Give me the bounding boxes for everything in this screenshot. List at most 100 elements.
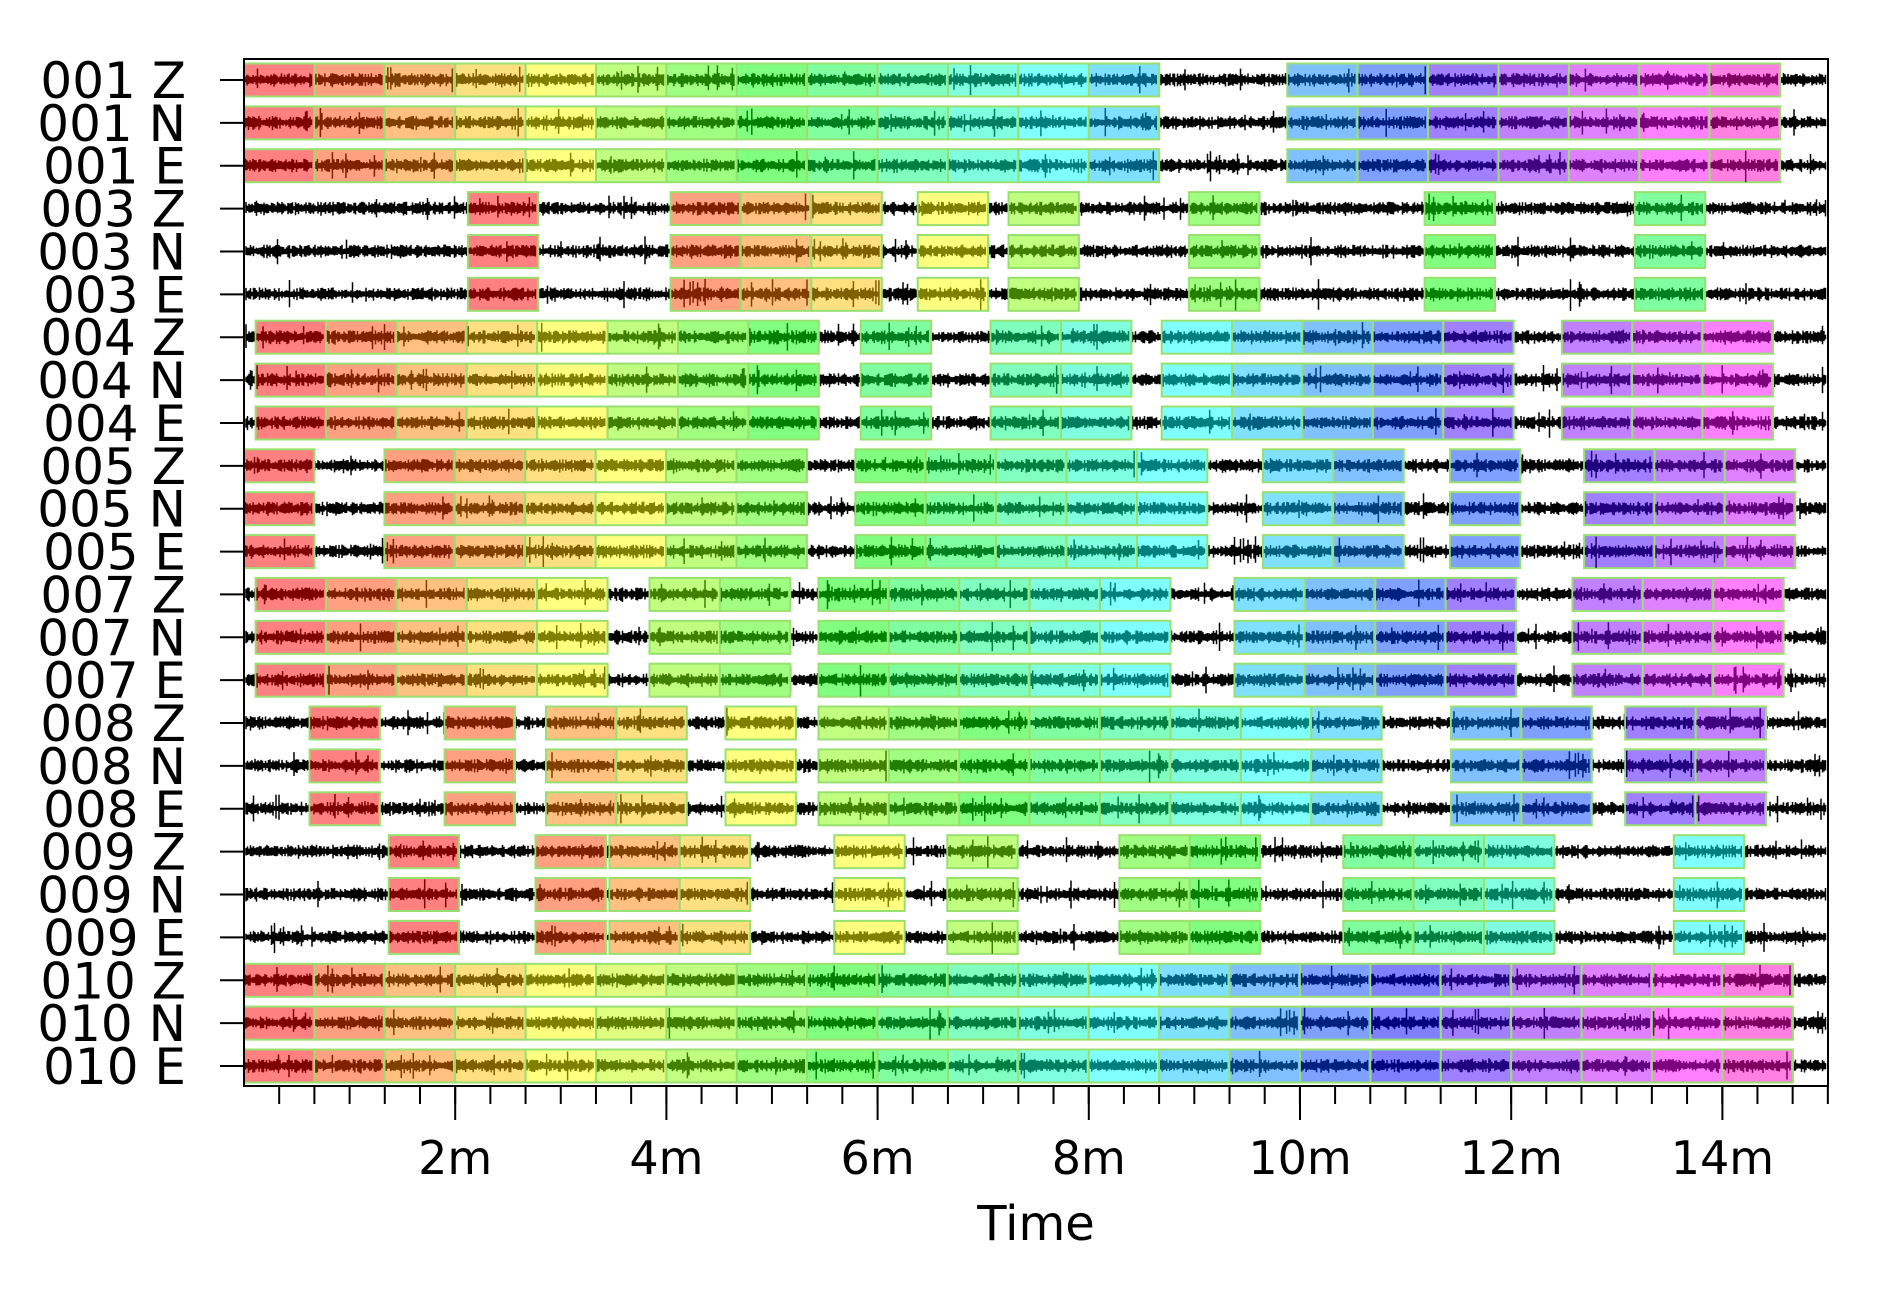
segment-waveform (455, 458, 524, 473)
row-label: 004 E (43, 395, 186, 453)
segment-waveform (1120, 929, 1188, 945)
segment-waveform (1159, 973, 1228, 987)
segment-waveform (1640, 70, 1708, 90)
trace-row-007-N (245, 619, 1827, 655)
x-tick-label: 12m (1460, 1131, 1563, 1185)
segment-waveform (1450, 452, 1519, 478)
segment-waveform (819, 579, 887, 610)
trace-row-001-N (243, 105, 1827, 141)
segment-waveform (256, 584, 324, 605)
segment-waveform (596, 973, 665, 988)
row-label: 008 Z (40, 695, 186, 753)
segment-waveform (1162, 373, 1230, 387)
segment-waveform (918, 279, 986, 310)
row-label: 010 E (43, 1038, 186, 1096)
segment-waveform (256, 416, 324, 430)
segment-waveform (1484, 930, 1553, 945)
segment-waveform (749, 365, 817, 395)
segment-waveform (1652, 1008, 1721, 1040)
segment-waveform (666, 458, 735, 474)
segment-waveform (667, 1007, 735, 1039)
x-tick-label: 14m (1671, 1131, 1774, 1185)
segment-waveform (1137, 540, 1206, 560)
segment-waveform (385, 1052, 454, 1079)
segment-waveform (455, 108, 524, 137)
segment-waveform (546, 712, 615, 730)
segment-waveform (1300, 1007, 1369, 1036)
segment-waveform (737, 500, 805, 516)
segment-waveform (1373, 330, 1442, 344)
segment-waveform (889, 672, 958, 688)
segment-waveform (1714, 583, 1782, 604)
segment-waveform (610, 926, 678, 945)
segment-waveform (1522, 797, 1590, 819)
row-label: 001 N (37, 95, 186, 153)
segment-waveform (1425, 287, 1493, 302)
segment-waveform (445, 716, 513, 730)
segment-waveform (526, 501, 594, 515)
segment-waveform (1162, 409, 1230, 434)
segment-waveform (1030, 797, 1098, 818)
segment-waveform (1189, 279, 1258, 311)
segment-waveform (1451, 759, 1520, 773)
trace-row-010-E (243, 1048, 1827, 1084)
segment-waveform (948, 836, 1016, 868)
segment-waveform (1635, 194, 1704, 221)
row-label: 005 E (43, 524, 186, 582)
segment-waveform (960, 753, 1028, 776)
segment-waveform (1241, 752, 1310, 777)
segment-waveform (1030, 626, 1098, 645)
segment-waveform (1376, 579, 1444, 607)
segment-waveform (819, 665, 887, 697)
segment-waveform (1562, 416, 1631, 431)
segment-waveform (1067, 539, 1135, 561)
segment-waveform (1499, 116, 1567, 130)
segment-waveform (948, 973, 1017, 987)
segment-waveform (1371, 1008, 1439, 1035)
x-axis: 2m 4m 6m 8m 10m 12m 14m (278, 1086, 1829, 1185)
segment-waveform (1652, 973, 1721, 988)
segment-waveform (1710, 116, 1778, 130)
segment-waveform (326, 623, 395, 652)
segment-waveform (1446, 582, 1514, 603)
segment-waveform (1725, 453, 1794, 479)
segment-waveform (1414, 883, 1482, 906)
segment-waveform (671, 279, 739, 308)
segment-waveform (1451, 794, 1520, 823)
segment-waveform (315, 965, 383, 993)
segment-waveform (807, 71, 876, 87)
segment-waveform (1089, 108, 1158, 137)
segment-waveform (1376, 624, 1444, 651)
segment-waveform (960, 710, 1028, 734)
segment-waveform (1303, 365, 1371, 393)
segment-waveform (546, 752, 615, 778)
trace-row-003-Z (245, 191, 1827, 227)
segment-waveform (244, 1009, 313, 1032)
segment-waveform (1263, 544, 1332, 559)
segment-waveform (326, 368, 395, 393)
segment-waveform (1190, 836, 1259, 865)
segment-waveform (1300, 965, 1369, 989)
segment-waveform (1019, 1052, 1087, 1079)
segment-waveform (389, 930, 457, 945)
segment-waveform (1137, 501, 1206, 515)
segment-waveform (1232, 413, 1301, 431)
segment-waveform (1061, 324, 1130, 350)
segment-waveform (1569, 68, 1638, 92)
segment-waveform (737, 151, 806, 178)
segment-waveform (315, 152, 383, 179)
segment-waveform (1499, 152, 1567, 175)
segment-waveform (1009, 244, 1077, 258)
segment-waveform (1428, 111, 1497, 133)
segment-waveform (596, 544, 664, 559)
segment-waveform (1625, 716, 1694, 731)
segment-waveform (1230, 1050, 1298, 1077)
segment-waveform (1100, 716, 1169, 731)
segment-waveform (1446, 673, 1514, 688)
segment-waveform (244, 456, 313, 474)
segment-waveform (526, 73, 594, 88)
segment-waveform (861, 373, 929, 388)
segment-waveform (315, 1015, 383, 1032)
segment-waveform (1089, 151, 1158, 181)
segment-waveform (1300, 1059, 1369, 1073)
